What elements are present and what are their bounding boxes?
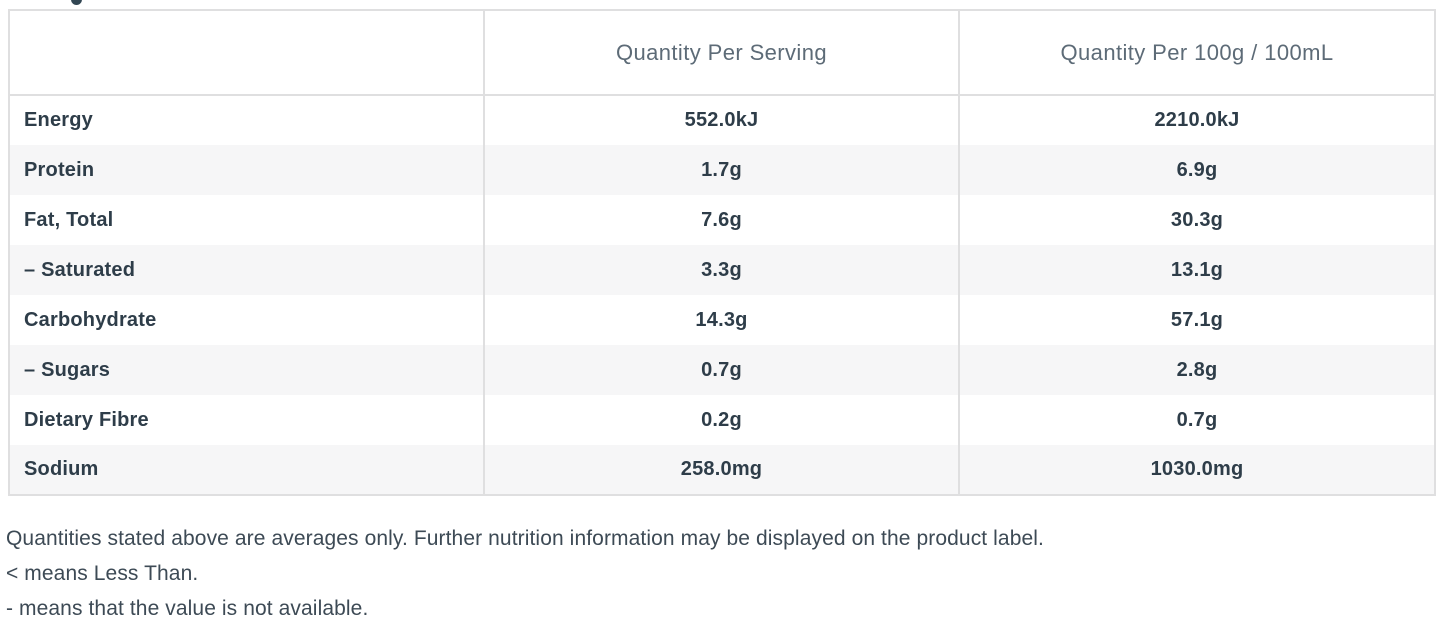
table-row-saturated: – Saturated 3.3g 13.1g [9,245,1435,295]
table-row-sodium: Sodium 258.0mg 1030.0mg [9,445,1435,495]
per-serving-value: 0.7g [483,345,959,395]
table-row-protein: Protein 1.7g 6.9g [9,145,1435,195]
footnote-not-available: - means that the value is not available. [6,597,369,620]
per-100g-value: 2210.0kJ [958,95,1435,145]
row-label: Protein [24,158,95,181]
table-header-row: Quantity Per Serving Quantity Per 100g /… [9,10,1435,96]
header-quantity-per-serving: Quantity Per Serving [483,10,959,96]
per-serving-value: 3.3g [483,245,959,295]
table-row-fat-total: Fat, Total 7.6g 30.3g [9,195,1435,245]
header-blank-cell [9,10,484,96]
per-100g-value: 30.3g [958,195,1435,245]
per-100g-value: 57.1g [958,295,1435,345]
per-100g-value: 1030.0mg [958,445,1435,495]
per-100g-value: 13.1g [958,245,1435,295]
table-row-sugars: – Sugars 0.7g 2.8g [9,345,1435,395]
footnote-averages: Quantities stated above are averages onl… [6,527,1044,550]
per-100g-value: 2.8g [958,345,1435,395]
clipped-heading-descender [71,0,82,5]
row-label: Fat, Total [24,208,114,231]
row-label: – Sugars [24,358,111,381]
nutrition-table: Quantity Per Serving Quantity Per 100g /… [8,9,1436,496]
per-serving-value: 1.7g [483,145,959,195]
per-100g-value: 0.7g [958,395,1435,445]
per-serving-value: 0.2g [483,395,959,445]
per-100g-value: 6.9g [958,145,1435,195]
row-label: – Saturated [24,258,136,281]
per-serving-value: 258.0mg [483,445,959,495]
table-row-carbohydrate: Carbohydrate 14.3g 57.1g [9,295,1435,345]
per-serving-value: 552.0kJ [483,95,959,145]
footnotes: Quantities stated above are averages onl… [6,521,1406,626]
row-label: Dietary Fibre [24,408,149,431]
header-quantity-per-100g: Quantity Per 100g / 100mL [958,10,1435,96]
row-label: Energy [24,109,94,131]
footnote-less-than: < means Less Than. [6,562,199,585]
table-row-dietary-fibre: Dietary Fibre 0.2g 0.7g [9,395,1435,445]
row-label: Sodium [24,458,99,480]
row-label: Carbohydrate [24,308,157,331]
per-serving-value: 14.3g [483,295,959,345]
per-serving-value: 7.6g [483,195,959,245]
table-row-energy: Energy 552.0kJ 2210.0kJ [9,95,1435,145]
